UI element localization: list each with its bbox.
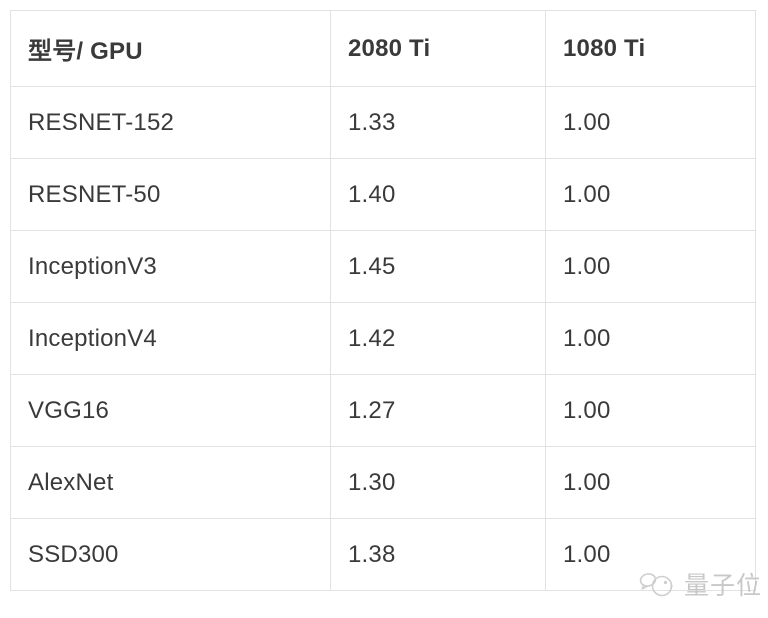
value-1080ti-cell: 1.00 [545, 302, 756, 375]
value-2080ti-cell: 1.33 [330, 86, 546, 159]
table-row: RESNET-152 1.33 1.00 [10, 86, 756, 159]
value-1080ti-cell: 1.00 [545, 230, 756, 303]
table-row: AlexNet 1.30 1.00 [10, 446, 756, 519]
model-cell: VGG16 [10, 374, 331, 447]
model-cell: AlexNet [10, 446, 331, 519]
value-1080ti-cell: 1.00 [545, 86, 756, 159]
table-body: RESNET-152 1.33 1.00 RESNET-50 1.40 1.00… [10, 86, 756, 591]
value-2080ti-cell: 1.38 [330, 518, 546, 591]
table-row: SSD300 1.38 1.00 [10, 518, 756, 591]
value-2080ti-cell: 1.42 [330, 302, 546, 375]
table-row: VGG16 1.27 1.00 [10, 374, 756, 447]
column-header-model: 型号/ GPU [10, 10, 331, 87]
value-2080ti-cell: 1.30 [330, 446, 546, 519]
value-1080ti-cell: 1.00 [545, 518, 756, 591]
value-1080ti-cell: 1.00 [545, 446, 756, 519]
table-row: RESNET-50 1.40 1.00 [10, 158, 756, 231]
model-cell: InceptionV3 [10, 230, 331, 303]
model-cell: RESNET-50 [10, 158, 331, 231]
value-2080ti-cell: 1.45 [330, 230, 546, 303]
column-header-1080ti: 1080 Ti [545, 10, 756, 87]
table-row: InceptionV3 1.45 1.00 [10, 230, 756, 303]
value-1080ti-cell: 1.00 [545, 158, 756, 231]
value-2080ti-cell: 1.27 [330, 374, 546, 447]
column-header-2080ti: 2080 Ti [330, 10, 546, 87]
table-row: InceptionV4 1.42 1.00 [10, 302, 756, 375]
model-cell: SSD300 [10, 518, 331, 591]
table-container: 型号/ GPU 2080 Ti 1080 Ti RESNET-152 1.33 … [10, 10, 756, 591]
gpu-comparison-table: 型号/ GPU 2080 Ti 1080 Ti RESNET-152 1.33 … [10, 10, 756, 591]
value-1080ti-cell: 1.00 [545, 374, 756, 447]
value-2080ti-cell: 1.40 [330, 158, 546, 231]
header-row: 型号/ GPU 2080 Ti 1080 Ti [10, 10, 756, 87]
model-cell: InceptionV4 [10, 302, 331, 375]
model-cell: RESNET-152 [10, 86, 331, 159]
